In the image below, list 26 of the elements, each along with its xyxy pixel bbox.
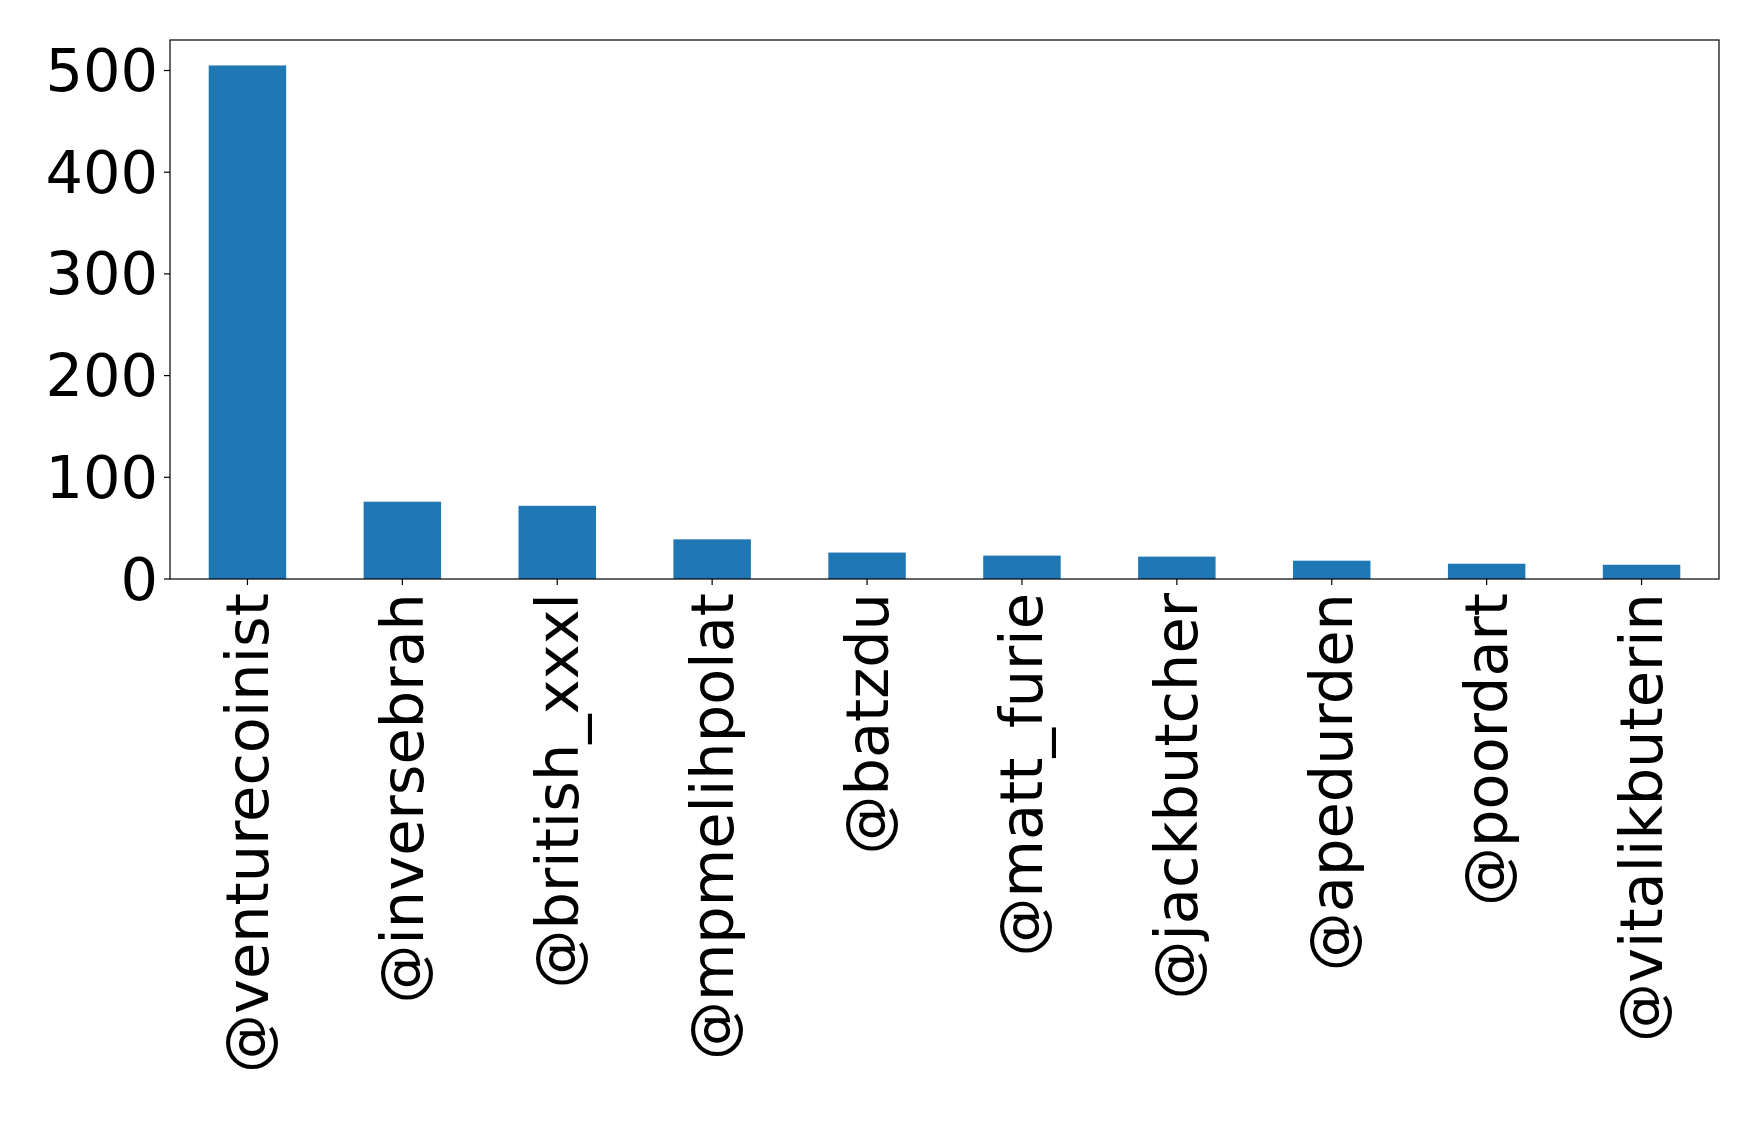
y-tick-label: 0 <box>120 544 158 614</box>
x-tick-label: @venturecoinist <box>212 593 282 1073</box>
bar <box>363 501 442 579</box>
y-tick-label: 400 <box>45 137 158 207</box>
bar <box>1447 563 1526 579</box>
bar <box>828 552 906 579</box>
bar <box>673 539 751 579</box>
y-tick-label: 300 <box>45 239 158 309</box>
x-tick-label: @mpmelihpolat <box>677 593 747 1061</box>
x-tick-label: @apedurden <box>1297 593 1367 972</box>
y-tick-label: 200 <box>45 341 158 411</box>
x-tick-label: @batzdu <box>832 593 902 855</box>
bar <box>208 65 287 579</box>
x-tick-label: @jackbutcher <box>1142 592 1212 1000</box>
y-tick-label: 500 <box>45 36 158 106</box>
bar <box>983 555 1061 579</box>
bar <box>518 505 596 579</box>
x-tick-label: @vitalikbuterin <box>1607 593 1677 1042</box>
bar <box>1602 564 1681 579</box>
y-tick-label: 100 <box>45 442 158 512</box>
x-tick-label: @matt_furie <box>987 593 1057 957</box>
bar <box>1293 560 1371 579</box>
bar <box>1138 556 1216 579</box>
x-tick-label: @inversebrah <box>367 593 437 1004</box>
x-tick-label: @british_xxxl <box>522 593 592 989</box>
x-tick-label: @poordart <box>1452 593 1522 906</box>
